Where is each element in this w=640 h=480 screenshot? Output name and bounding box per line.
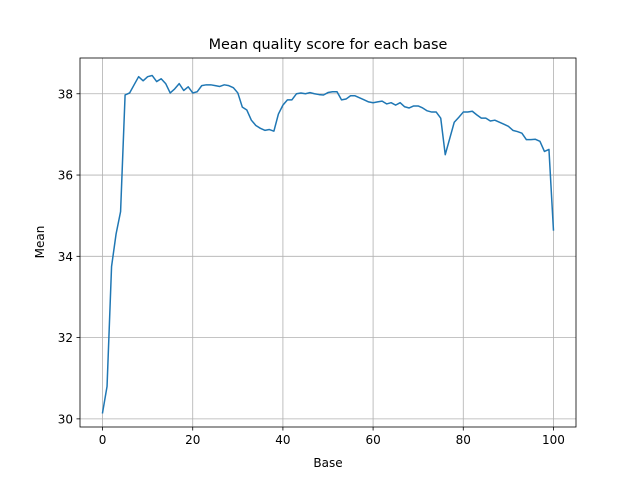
y-tick-label: 32 [58,331,73,345]
y-tick-label: 38 [58,87,73,101]
x-tick-label: 100 [542,433,565,447]
x-tick-label: 0 [99,433,107,447]
x-axis: 0 20 40 60 80 100 [99,427,565,447]
series-layer [101,74,555,414]
x-tick-label: 20 [185,433,200,447]
x-axis-label: Base [313,456,342,470]
x-tick-label: 60 [365,433,380,447]
plot-frame [79,57,577,428]
x-tick-label: 40 [275,433,290,447]
y-tick-label: 30 [58,412,73,426]
y-axis: 30 32 34 36 38 [58,87,80,426]
chart-title: Mean quality score for each base [209,37,448,53]
x-tick-label: 80 [456,433,471,447]
series-line-mean [101,74,555,414]
grid [80,58,576,427]
y-axis-label: Mean [33,226,47,259]
y-tick-label: 36 [58,169,73,183]
y-tick-label: 34 [58,250,73,264]
